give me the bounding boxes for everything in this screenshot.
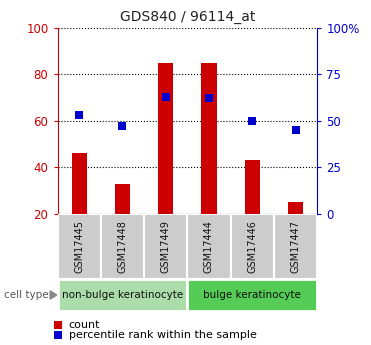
Bar — [101, 214, 144, 279]
Bar — [58, 279, 187, 311]
Text: cell type: cell type — [4, 290, 48, 300]
Bar — [58, 214, 101, 279]
Bar — [288, 202, 303, 214]
Text: count: count — [69, 320, 100, 330]
Text: GSM17449: GSM17449 — [161, 220, 171, 273]
Text: GSM17447: GSM17447 — [290, 220, 301, 273]
Point — [55, 322, 60, 328]
Bar — [187, 279, 317, 311]
Bar — [72, 153, 87, 214]
Bar — [115, 184, 130, 214]
Bar — [201, 62, 217, 214]
Text: bulge keratinocyte: bulge keratinocyte — [203, 290, 301, 300]
Point — [55, 332, 60, 337]
Bar — [144, 214, 187, 279]
Text: GSM17444: GSM17444 — [204, 220, 214, 273]
Point — [76, 112, 82, 118]
Text: GSM17448: GSM17448 — [118, 220, 127, 273]
Polygon shape — [50, 291, 57, 299]
Title: GDS840 / 96114_at: GDS840 / 96114_at — [120, 10, 255, 24]
Point — [206, 96, 212, 101]
Point — [119, 124, 125, 129]
Text: GSM17446: GSM17446 — [247, 220, 257, 273]
Bar — [245, 160, 260, 214]
Bar — [231, 214, 274, 279]
Text: percentile rank within the sample: percentile rank within the sample — [69, 330, 256, 339]
Bar — [274, 214, 317, 279]
Text: GSM17445: GSM17445 — [74, 220, 84, 273]
Point — [163, 94, 169, 99]
Text: non-bulge keratinocyte: non-bulge keratinocyte — [62, 290, 183, 300]
Bar — [187, 214, 231, 279]
Point — [249, 118, 255, 124]
Bar — [158, 62, 173, 214]
Point — [293, 127, 299, 133]
